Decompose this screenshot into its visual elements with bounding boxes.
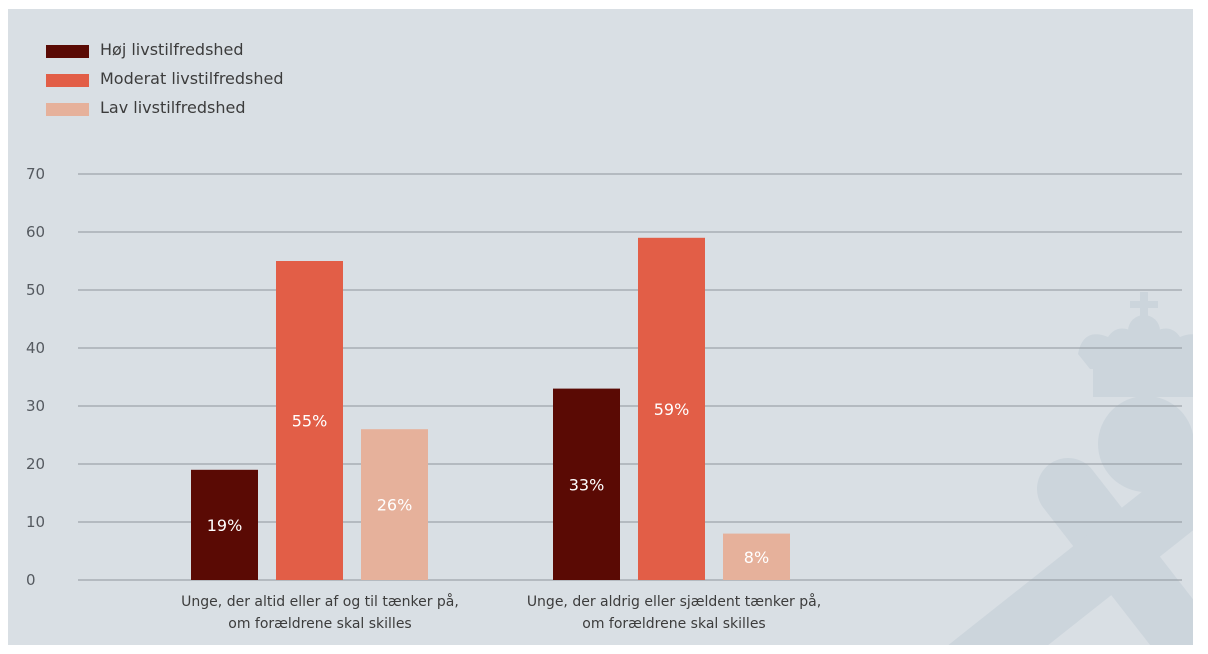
grid-lines	[78, 173, 1182, 581]
data-label: 8%	[744, 548, 769, 567]
data-label: 55%	[292, 412, 328, 431]
watermark-stroke-2	[948, 451, 1193, 645]
data-label: 26%	[377, 496, 413, 515]
bar	[723, 533, 790, 580]
bar	[191, 469, 258, 580]
watermark-cross-horizontal	[1130, 301, 1158, 308]
y-tick-label: 60	[26, 223, 45, 241]
x-tick-label: om forældrene skal skilles	[228, 616, 411, 632]
legend-label-moderate: Moderat livstilfredshed	[100, 69, 284, 88]
legend-swatch-low	[46, 103, 89, 116]
watermark-circle	[1098, 396, 1193, 492]
watermark-cross-vertical	[1140, 292, 1148, 332]
bar-chart: 0 10 20 30 40 50 60 70 19% 33% 55% 59% 26% 8% Unge, …	[26, 165, 1193, 645]
y-tick-label: 20	[26, 455, 45, 473]
bars	[191, 237, 790, 581]
legend-label-high: Høj livstilfredshed	[100, 40, 244, 59]
legend-swatch-moderate	[46, 74, 89, 87]
bar	[638, 237, 705, 581]
bar	[553, 388, 620, 580]
data-labels: 19% 33% 55% 59% 26% 8%	[207, 400, 769, 567]
bar	[361, 429, 428, 580]
y-tick-label: 40	[26, 339, 45, 357]
y-tick-label: 70	[26, 165, 45, 183]
legend-swatch-high	[46, 45, 89, 58]
watermark-stroke-1	[1037, 458, 1193, 645]
data-label: 59%	[654, 400, 690, 419]
x-axis-labels: Unge, der altid eller af og til tænker p…	[181, 593, 821, 632]
y-tick-label: 10	[26, 513, 45, 531]
data-label: 33%	[569, 475, 605, 494]
watermark-crown-top	[1078, 328, 1193, 369]
watermark-crown-band	[1093, 369, 1193, 397]
y-tick-label: 30	[26, 397, 45, 415]
legend-label-low: Lav livstilfredshed	[100, 98, 246, 117]
crown-emblem-icon	[948, 292, 1193, 645]
chart-frame: 0 10 20 30 40 50 60 70 19% 33% 55% 59% 26% 8% Unge, …	[8, 9, 1193, 645]
data-label: 19%	[207, 516, 243, 535]
x-tick-label: Unge, der aldrig eller sjældent tænker p…	[527, 593, 821, 610]
y-tick-label: 0	[26, 571, 36, 589]
y-axis-ticks: 0 10 20 30 40 50 60 70	[26, 165, 45, 589]
y-tick-label: 50	[26, 281, 45, 299]
x-tick-label: om forældrene skal skilles	[582, 616, 765, 632]
bar	[276, 261, 343, 580]
x-tick-label: Unge, der altid eller af og til tænker p…	[181, 593, 459, 610]
